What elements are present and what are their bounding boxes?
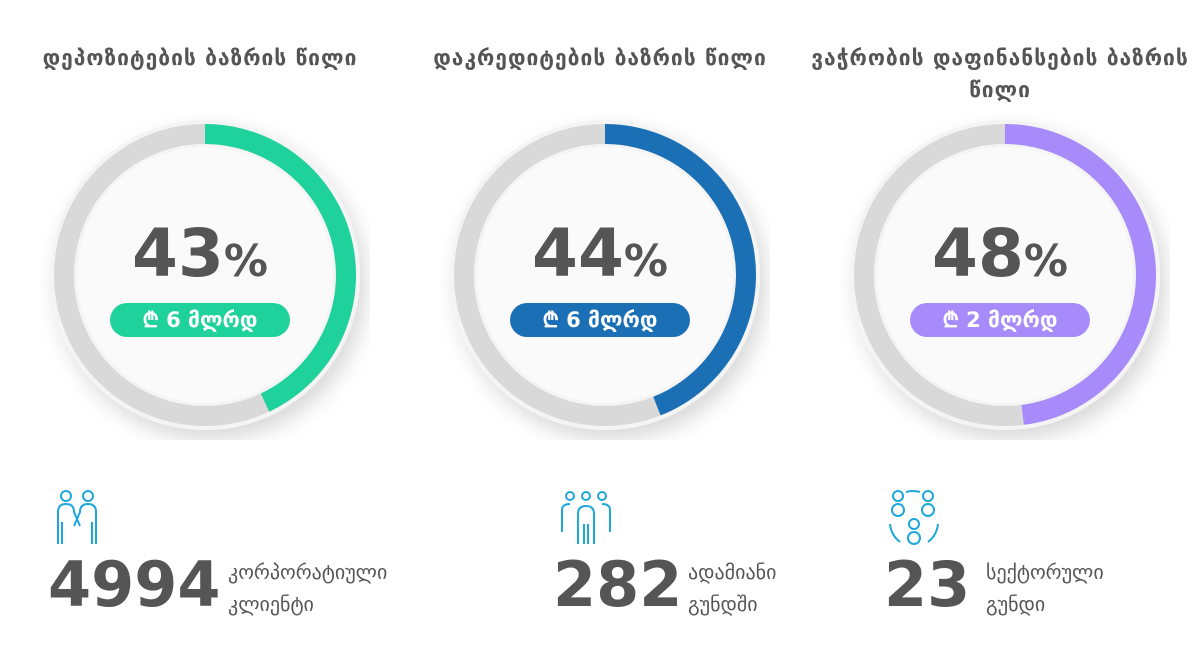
gauge-arc — [204, 124, 356, 412]
gauge-inner — [877, 147, 1133, 403]
gauge-column: დეპოზიტების ბაზრის წილი 43% ₾ 6 მლრდ — [0, 0, 400, 662]
gauge-arc — [1004, 124, 1156, 425]
gauge-title: დაკრედიტების ბაზრის წილი — [433, 46, 767, 70]
donut-gauge — [850, 120, 1160, 430]
gauge-column: დაკრედიტების ბაზრის წილი 44% ₾ 6 მლრდ — [400, 0, 800, 662]
gauge-percent: 43% — [132, 215, 268, 292]
stat-label-line: კორპორატიული — [228, 560, 388, 584]
stat-label: სექტორული გუნდი — [986, 556, 1104, 620]
stat-number: 23 — [884, 548, 971, 621]
group-people-icon — [556, 488, 616, 552]
gauge-inner — [477, 147, 733, 403]
donut-gauge — [50, 120, 360, 430]
gauge-column: ვაჭრობის დაფინანსების ბაზრის წილი 48% ₾ … — [800, 0, 1200, 662]
amount-badge: ₾ 6 მლრდ — [110, 303, 290, 337]
stat-label-line: გუნდში — [688, 592, 758, 616]
gauge-arc — [604, 124, 756, 416]
gauge-title: დეპოზიტების ბაზრის წილი — [42, 46, 358, 70]
stat-label-line: გუნდი — [986, 592, 1046, 616]
stat-label-line: კლიენტი — [228, 592, 314, 616]
amount-badge: ₾ 2 მლრდ — [910, 303, 1090, 337]
handshake-people-icon — [48, 488, 108, 552]
stat-label-line: ადამიანი — [688, 560, 777, 584]
gauge-title: ვაჭრობის დაფინანსების ბაზრის წილი — [811, 46, 1189, 102]
stat-number: 4994 — [48, 548, 221, 621]
network-people-icon — [884, 488, 944, 552]
stat-label: კორპორატიული კლიენტი — [228, 556, 387, 620]
stat-label-line: სექტორული — [986, 560, 1104, 584]
amount-badge: ₾ 6 მლრდ — [510, 303, 690, 337]
stat-number: 282 — [553, 548, 683, 621]
gauge-percent: 44% — [532, 215, 668, 292]
gauge-inner — [77, 147, 333, 403]
donut-gauge — [450, 120, 760, 430]
stat-label: ადამიანი გუნდში — [688, 556, 776, 620]
gauge-percent: 48% — [932, 215, 1068, 292]
